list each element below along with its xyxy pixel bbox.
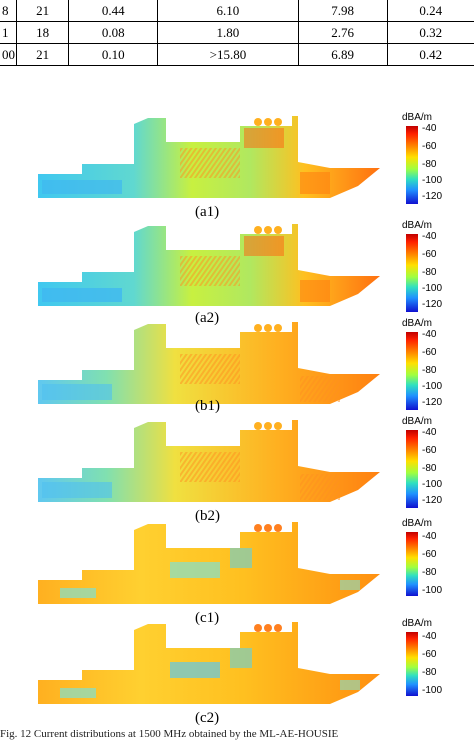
table-cell: 0.32: [386, 21, 474, 44]
colorbar-unit: dBA/m: [402, 618, 433, 629]
colorbar-tick: -60: [422, 445, 437, 456]
colorbar-gradient: [406, 430, 418, 508]
table-cell: 21: [15, 43, 70, 66]
table-cell: 2.76: [297, 21, 388, 44]
colorbar: dBA/m -40 -60 -80 -100 -120: [396, 220, 474, 323]
ship-current-map: [38, 224, 380, 306]
panel-label: (b2): [195, 508, 220, 524]
table-cell: 8: [0, 0, 17, 22]
colorbar-tick: -60: [422, 347, 437, 358]
table-cell: 00: [0, 43, 17, 66]
table-cell: 0.42: [386, 43, 474, 66]
panel-b1: (b1) dBA/m -40 -60 -80 -100 -120: [0, 318, 474, 421]
colorbar-tick: -120: [422, 495, 443, 506]
colorbar-gradient: [406, 234, 418, 312]
colorbar: dBA/m -40 -60 -80 -100: [396, 618, 474, 721]
table-cell: 1.80: [157, 21, 299, 44]
panel-c2: (c2) dBA/m -40 -60 -80 -100: [0, 618, 474, 726]
table-cell: 6.89: [297, 43, 388, 66]
colorbar-tick: -40: [422, 231, 437, 242]
table-row: 1 18 0.08 1.80 2.76 0.32: [0, 21, 474, 44]
table-cell: 0.24: [386, 0, 474, 22]
colorbar-unit: dBA/m: [402, 112, 433, 123]
colorbar-gradient: [406, 332, 418, 410]
colorbar-tick: -120: [422, 191, 443, 202]
colorbar-tick: -40: [422, 631, 437, 642]
colorbar: dBA/m -40 -60 -80 -100 -120: [396, 318, 474, 421]
table-cell: 7.98: [297, 0, 388, 22]
colorbar-gradient: [406, 126, 418, 204]
table-cell: 0.08: [68, 21, 159, 44]
colorbar-tick: -100: [422, 685, 443, 696]
colorbar-tick: -100: [422, 585, 443, 596]
colorbar-tick: -40: [422, 123, 437, 134]
colorbar-tick: -60: [422, 141, 437, 152]
table-cell: 18: [15, 21, 70, 44]
table-cell: 21: [15, 0, 70, 22]
colorbar-tick: -120: [422, 299, 443, 310]
panel-label: (c1): [195, 610, 220, 626]
ship-current-map: [38, 522, 380, 604]
table-cell: 1: [0, 21, 17, 44]
colorbar-tick: -40: [422, 329, 437, 340]
colorbar-tick: -80: [422, 365, 437, 376]
colorbar: dBA/m -40 -60 -80 -100 -120: [396, 416, 474, 519]
colorbar-tick: -40: [422, 427, 437, 438]
colorbar-tick: -60: [422, 549, 437, 560]
colorbar-tick: -80: [422, 567, 437, 578]
panel-label: (a1): [195, 204, 220, 220]
panel-label: (a2): [195, 310, 220, 326]
colorbar-tick: -100: [422, 175, 443, 186]
colorbar-tick: -120: [422, 397, 443, 408]
ship-current-map: [38, 622, 380, 704]
table-row: 8 21 0.44 6.10 7.98 0.24: [0, 0, 474, 22]
results-table: 8 21 0.44 6.10 7.98 0.24 1 18 0.08 1.80 …: [0, 0, 474, 66]
figure-caption: Fig. 12 Current distributions at 1500 MH…: [0, 728, 339, 740]
ship-current-map: [38, 420, 380, 502]
colorbar-unit: dBA/m: [402, 416, 433, 427]
ship-current-map: [38, 116, 380, 198]
panel-label: (c2): [195, 710, 220, 726]
panel-a2: (a2) dBA/m -40 -60 -80 -100 -120: [0, 220, 474, 326]
panel-a1: (a1) dBA/m -40 -60 -80 -100 -120: [0, 112, 474, 220]
colorbar-unit: dBA/m: [402, 220, 433, 231]
colorbar-tick: -100: [422, 479, 443, 490]
table-cell: 0.10: [68, 43, 159, 66]
colorbar-tick: -80: [422, 463, 437, 474]
colorbar-tick: -60: [422, 249, 437, 260]
colorbar-tick: -80: [422, 667, 437, 678]
ship-current-map: [38, 322, 380, 404]
colorbar: dBA/m -40 -60 -80 -100: [396, 518, 474, 621]
table-cell: 6.10: [157, 0, 299, 22]
colorbar-tick: -80: [422, 267, 437, 278]
panel-c1: (c1) dBA/m -40 -60 -80 -100: [0, 518, 474, 626]
table-row: 00 21 0.10 >15.80 6.89 0.42: [0, 43, 474, 66]
colorbar-gradient: [406, 632, 418, 696]
table-cell: 0.44: [68, 0, 159, 22]
colorbar-tick: -100: [422, 381, 443, 392]
colorbar-tick: -60: [422, 649, 437, 660]
table-cell: >15.80: [157, 43, 299, 66]
colorbar: dBA/m -40 -60 -80 -100 -120: [396, 112, 474, 215]
panel-label: (b1): [195, 398, 220, 414]
colorbar-tick: -80: [422, 159, 437, 170]
colorbar-tick: -40: [422, 531, 437, 542]
colorbar-unit: dBA/m: [402, 318, 433, 329]
panel-b2: (b2) dBA/m -40 -60 -80 -100 -120: [0, 416, 474, 524]
colorbar-unit: dBA/m: [402, 518, 433, 529]
colorbar-tick: -100: [422, 283, 443, 294]
colorbar-gradient: [406, 532, 418, 596]
